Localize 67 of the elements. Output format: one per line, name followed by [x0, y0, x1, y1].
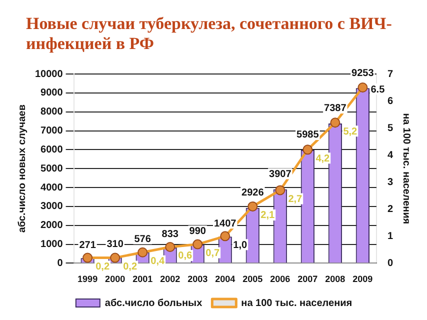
data-label: 9253 — [352, 68, 374, 79]
x-tick-label: 2006 — [270, 274, 290, 284]
y2-tick-label: 7 — [387, 68, 394, 80]
legend-label: абс.число больных — [104, 298, 203, 309]
x-tick-label: 2007 — [298, 274, 318, 284]
y-tick-label: 7000 — [40, 126, 64, 137]
x-tick-label: 2008 — [325, 274, 346, 284]
point — [192, 239, 203, 250]
point — [82, 252, 93, 263]
y2-tick-label: 3 — [387, 176, 394, 188]
y-tick-label: 6000 — [40, 144, 64, 156]
y2-tick-label: 5 — [387, 122, 394, 134]
x-tick-label: 2002 — [160, 274, 180, 284]
data-label: 0,2 — [96, 262, 110, 273]
y2-tick-label: 0 — [387, 258, 394, 269]
data-label: 0,7 — [206, 248, 220, 260]
data-label: 5,2 — [343, 126, 358, 138]
data-label: 2926 — [242, 188, 264, 199]
data-label: 576 — [134, 234, 152, 246]
chart-title: Новые случаи туберкулеза, сочетанного с ВИЧ-инфекцией в РФ — [26, 14, 393, 54]
y2-tick-label: 6 — [387, 96, 394, 107]
data-label: 1,0 — [233, 240, 248, 251]
point — [302, 144, 313, 155]
x-tick-label: 2003 — [188, 274, 208, 284]
x-tick-label: 2004 — [215, 274, 236, 284]
y-tick-label: 4000 — [40, 182, 64, 194]
point — [330, 118, 340, 128]
y-tick-label: 9000 — [40, 88, 64, 99]
data-label: 6.5 — [370, 84, 386, 96]
point — [220, 231, 230, 242]
data-label: 4,2 — [316, 153, 330, 164]
data-label: 2,1 — [260, 210, 276, 222]
data-label: 310 — [106, 239, 124, 250]
y2-tick-label: 2 — [387, 204, 394, 215]
data-label: 5985 — [296, 130, 320, 141]
x-tick-label: 2001 — [132, 274, 153, 284]
point — [248, 201, 258, 212]
y-tick-label: 3000 — [40, 201, 64, 212]
data-label: 0,6 — [178, 250, 192, 262]
y-tick-label: 5000 — [40, 163, 64, 174]
x-tick-label: 1999 — [78, 274, 98, 284]
data-label: 0,2 — [123, 262, 138, 273]
data-label: 3907 — [269, 169, 292, 180]
point — [110, 252, 120, 263]
data-label: 1407 — [214, 218, 237, 230]
y-tick-label: 10000 — [34, 68, 64, 80]
point — [358, 82, 368, 93]
x-tick-label: 2000 — [105, 274, 126, 284]
data-label: 0,4 — [150, 256, 165, 268]
data-label: 271 — [79, 240, 96, 251]
y-tick-label: 8000 — [40, 106, 64, 118]
point — [165, 242, 176, 252]
data-label: 7387 — [324, 103, 347, 114]
legend-label: на 100 тыс. населения — [241, 298, 352, 309]
point — [275, 185, 286, 196]
x-tick-label: 2005 — [242, 274, 263, 284]
data-label: 833 — [162, 229, 179, 240]
y-tick-label: 0 — [57, 258, 64, 269]
y2-tick-label: 1 — [387, 230, 394, 242]
y-tick-label: 2000 — [40, 220, 64, 232]
y2-axis-title: на 100 тыс. населения — [400, 113, 412, 224]
data-label: 2,7 — [288, 194, 303, 205]
y-tick-label: 1000 — [40, 239, 64, 250]
y-axis-title: абс.число новых случаев — [16, 104, 28, 233]
y2-tick-label: 4 — [387, 150, 394, 161]
x-tick-label: 2009 — [352, 274, 373, 284]
data-label: 990 — [189, 226, 206, 238]
